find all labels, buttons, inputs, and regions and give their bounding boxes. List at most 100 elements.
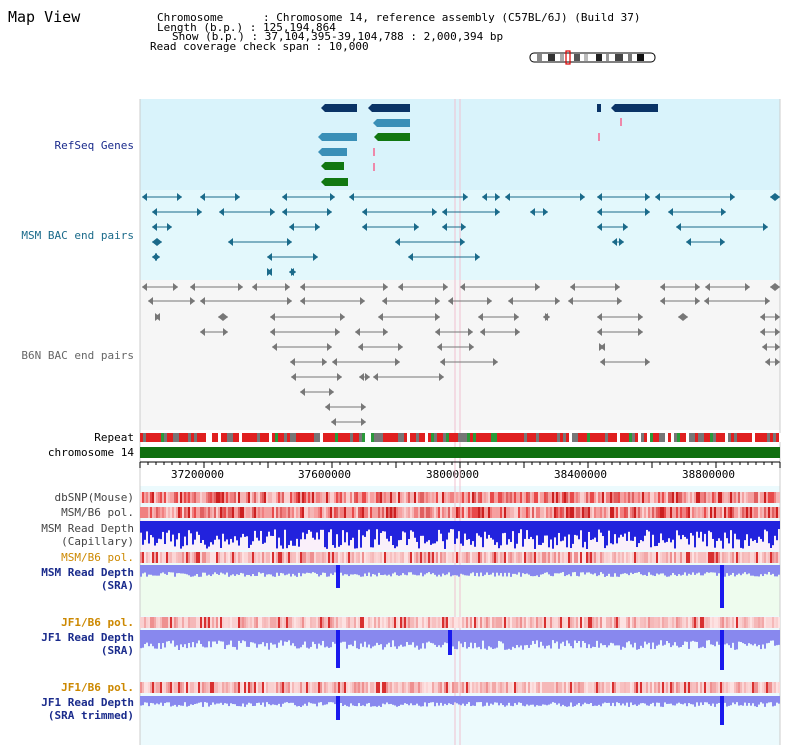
heat-cell (318, 617, 320, 628)
label-msm-read-capillary[interactable]: MSM Read Depth (Capillary) (41, 522, 134, 548)
heat-cell (478, 617, 480, 628)
depth-tracks[interactable] (140, 521, 780, 725)
b6n-bac-group[interactable] (142, 283, 780, 426)
heat-cell (678, 617, 680, 628)
depth-bar (734, 565, 736, 577)
depth-bar (332, 696, 334, 703)
heat-cell (194, 617, 196, 628)
label-jf1-read-trimmed[interactable]: JF1 Read Depth (SRA trimmed) (41, 696, 134, 722)
heat-cell (654, 492, 656, 503)
repeat-segment (593, 433, 596, 442)
heat-cell (766, 617, 768, 628)
label-refseq-genes[interactable]: RefSeq Genes (54, 139, 134, 152)
label-msm-bac[interactable]: MSM BAC end pairs (21, 229, 134, 242)
heat-cell (460, 492, 462, 503)
repeat-segment (776, 433, 779, 442)
depth-bar (520, 630, 522, 646)
label-jf1-b6-pol-2[interactable]: JF1/B6 pol. (61, 681, 134, 694)
depth-bar (394, 521, 396, 549)
heat-cell (488, 552, 490, 563)
depth-bar (240, 696, 242, 707)
label-msm-b6-pol-2[interactable]: MSM/B6 pol. (61, 551, 134, 564)
heat-cell (436, 617, 438, 628)
label-msm-read-sra[interactable]: MSM Read Depth (SRA) (41, 566, 134, 592)
depth-bar (210, 521, 212, 543)
depth-bar (532, 630, 534, 641)
depth-bar (176, 696, 178, 707)
repeat-segment (149, 433, 152, 442)
heat-cell (320, 552, 322, 563)
depth-bar (368, 565, 370, 573)
depth-bar (744, 696, 746, 703)
msm-bac-end (152, 208, 157, 216)
chromosome-bar[interactable] (140, 447, 780, 458)
depth-bar (640, 696, 642, 704)
label-jf1-read-sra[interactable]: JF1 Read Depth (SRA) (41, 631, 134, 657)
heat-cell (560, 552, 562, 563)
heat-cell (582, 552, 584, 563)
b6n-bac-end (515, 328, 520, 336)
heat-cell (330, 552, 332, 563)
depth-bar (404, 521, 406, 533)
depth-bar (396, 696, 398, 707)
heatmap-tracks[interactable] (140, 492, 780, 693)
repeat-segment (152, 433, 155, 442)
heat-cell (618, 682, 620, 693)
depth-bar (726, 521, 728, 539)
gene-feature (615, 104, 658, 112)
chromosome-ideogram[interactable] (529, 50, 656, 65)
depth-bar (348, 630, 350, 645)
depth-bar (146, 630, 148, 643)
msm-bac-end (152, 238, 157, 246)
depth-bar (540, 696, 542, 706)
depth-bar (724, 696, 726, 703)
depth-bar (300, 565, 302, 577)
heat-cell (392, 507, 394, 518)
label-jf1-b6-pol[interactable]: JF1/B6 pol. (61, 616, 134, 629)
depth-bar (694, 565, 696, 575)
heat-cell (500, 492, 502, 503)
heat-cell (260, 617, 262, 628)
b6n-bac-end (223, 328, 228, 336)
refseq-gene-group[interactable] (318, 104, 658, 186)
depth-bar (204, 565, 206, 573)
depth-bar (212, 630, 214, 642)
heat-cell (352, 617, 354, 628)
repeat-segment (632, 433, 635, 442)
depth-bar (298, 521, 300, 547)
depth-bar (344, 696, 346, 705)
depth-bar (312, 565, 314, 573)
depth-bar (714, 630, 716, 647)
heat-cell (658, 617, 660, 628)
depth-bar (570, 630, 572, 647)
depth-bar (238, 565, 240, 575)
heat-cell (502, 492, 504, 503)
repeat-track[interactable] (140, 433, 782, 442)
depth-bar (162, 630, 164, 644)
depth-bar (144, 696, 146, 703)
heat-cell (174, 507, 176, 518)
b6n-bac-end (760, 313, 765, 321)
heat-cell (664, 492, 666, 503)
b6n-bac-end (435, 313, 440, 321)
label-dbsnp[interactable]: dbSNP(Mouse) (54, 491, 134, 504)
depth-bar (148, 696, 150, 707)
heat-cell (470, 492, 472, 503)
heat-cell (592, 552, 594, 563)
label-b6n-bac[interactable]: B6N BAC end pairs (21, 349, 134, 362)
heat-cell (516, 617, 518, 628)
heat-cell (194, 507, 196, 518)
b6n-bac-end (361, 418, 366, 426)
repeat-segment (551, 433, 554, 442)
heat-cell (286, 507, 288, 518)
heat-cell (462, 682, 464, 693)
depth-bar (668, 696, 670, 704)
heat-cell (304, 507, 306, 518)
msm-bac-group[interactable] (142, 193, 780, 276)
depth-bar (234, 521, 236, 537)
depth-bar (362, 630, 364, 647)
msm-bac-end (291, 268, 296, 276)
label-msm-b6-pol[interactable]: MSM/B6 pol. (61, 506, 134, 519)
heat-cell (704, 552, 706, 563)
